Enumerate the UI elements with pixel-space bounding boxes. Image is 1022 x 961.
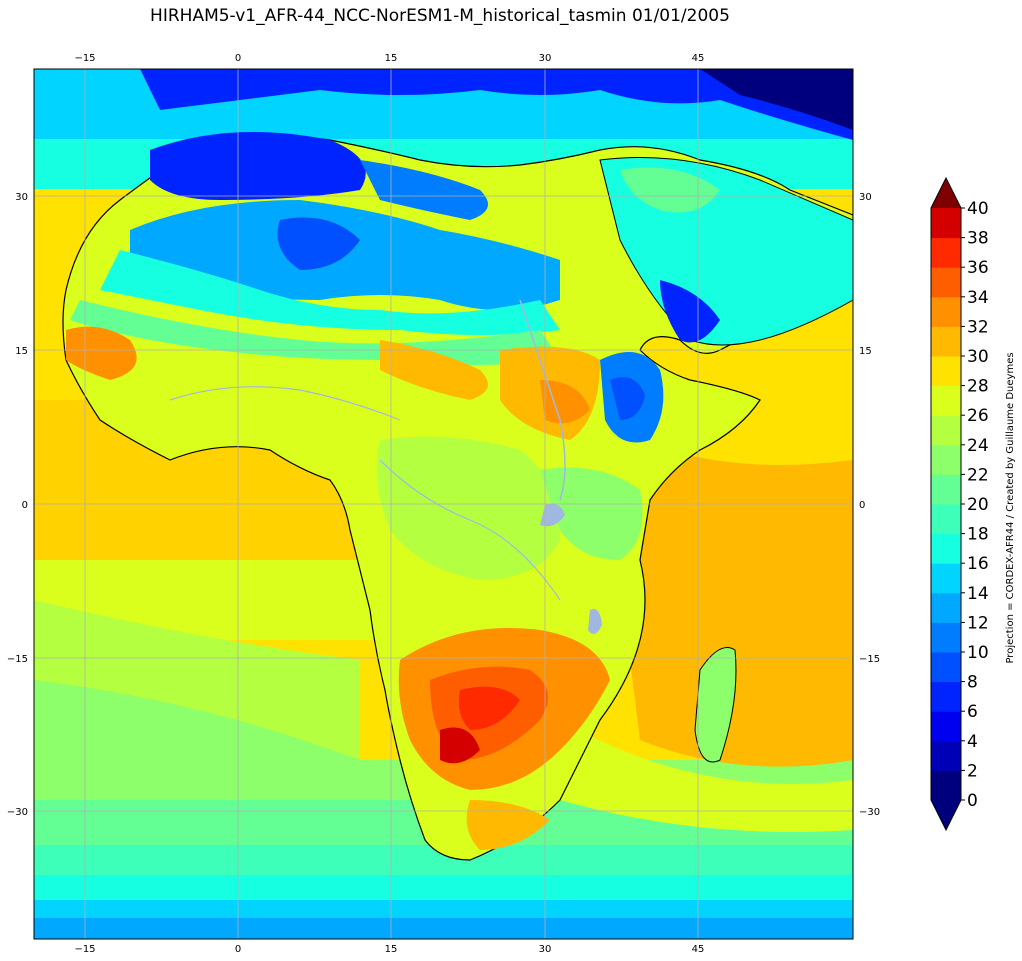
lat-tick-left: 15 xyxy=(15,346,28,357)
lat-tick-left: −15 xyxy=(7,654,28,665)
colorbar-tick-label: 6 xyxy=(967,702,978,722)
lon-tick-bottom: 30 xyxy=(539,944,552,955)
lon-tick-bottom: 0 xyxy=(235,944,241,955)
lon-tick-bottom: −15 xyxy=(74,944,95,955)
colorbar-bin xyxy=(931,740,961,771)
colorbar-tick-label: 30 xyxy=(967,347,989,367)
colorbar-bin xyxy=(931,711,961,742)
lon-tick-top: 15 xyxy=(385,53,398,64)
colorbar-tick-label: 18 xyxy=(967,525,989,545)
colorbar-tick-label: 2 xyxy=(967,761,978,781)
colorbar-bin xyxy=(931,533,961,564)
lon-ticks: −15 0 15 30 45 −15 0 15 30 45 xyxy=(74,53,704,955)
lat-tick-right: 30 xyxy=(859,192,872,203)
lon-tick-top: 30 xyxy=(539,53,552,64)
colorbar-tick-label: 10 xyxy=(967,643,989,663)
colorbar-bin xyxy=(931,385,961,416)
graticule xyxy=(34,69,853,939)
colorbar-tick-label: 34 xyxy=(967,288,989,308)
lon-tick-top: 45 xyxy=(692,53,705,64)
colorbar-bin xyxy=(931,592,961,623)
colorbar-tick-label: 36 xyxy=(967,258,989,278)
map-title: HIRHAM5-v1_AFR-44_NCC-NorESM1-M_historic… xyxy=(150,6,730,26)
colorbar-tick-label: 40 xyxy=(967,199,989,219)
lat-tick-right: −15 xyxy=(859,654,880,665)
colorbar-tick-label: 8 xyxy=(967,673,978,693)
lon-tick-bottom: 45 xyxy=(692,944,705,955)
colorbar-tick-label: 22 xyxy=(967,465,989,485)
colorbar-extend-high xyxy=(931,178,961,208)
colorbar-tick-label: 4 xyxy=(967,732,978,752)
lat-tick-right: 15 xyxy=(859,346,872,357)
colorbar-bin xyxy=(931,296,961,327)
lat-tick-left: 0 xyxy=(22,500,28,511)
lon-tick-bottom: 15 xyxy=(385,944,398,955)
colorbar-tick-label: 38 xyxy=(967,229,989,249)
lat-tick-right: −30 xyxy=(859,807,880,818)
colorbar-bin xyxy=(931,208,961,239)
colorbar-tick-label: 16 xyxy=(967,554,989,574)
colorbar-tick-label: 26 xyxy=(967,406,989,426)
colorbar-tick-label: 28 xyxy=(967,377,989,397)
colorbar-tick-label: 0 xyxy=(967,791,978,811)
colorbar-bin xyxy=(931,622,961,653)
lon-tick-top: 0 xyxy=(235,53,241,64)
colorbar-bin xyxy=(931,444,961,475)
colorbar-bin xyxy=(931,267,961,298)
colorbar-tick-label: 12 xyxy=(967,613,989,633)
colorbar-bin xyxy=(931,652,961,683)
colorbar-bin xyxy=(931,770,961,801)
colorbar-bin xyxy=(931,474,961,505)
lon-tick-top: −15 xyxy=(74,53,95,64)
colorbar-tick-label: 24 xyxy=(967,436,989,456)
lat-tick-left: 30 xyxy=(15,192,28,203)
colorbar-bin xyxy=(931,415,961,446)
colorbar-tick-label: 32 xyxy=(967,317,989,337)
lat-ticks: 30 15 0 −15 −30 30 15 0 −15 −30 xyxy=(7,192,880,818)
colorbar-tick-label: 14 xyxy=(967,584,989,604)
lat-tick-left: −30 xyxy=(7,807,28,818)
colorbar-bin xyxy=(931,356,961,387)
map-frame xyxy=(33,68,854,940)
colorbar-bin xyxy=(931,504,961,535)
colorbar-bin xyxy=(931,563,961,594)
colorbar-bin xyxy=(931,681,961,712)
colorbar-bin xyxy=(931,237,961,268)
lat-tick-right: 0 xyxy=(859,500,865,511)
colorbar-label: Projection = CORDEX-AFR44 / Created by G… xyxy=(1005,352,1016,663)
colorbar-extend-low xyxy=(931,800,961,830)
colorbar-bin xyxy=(931,326,961,357)
colorbar-tick-label: 20 xyxy=(967,495,989,515)
